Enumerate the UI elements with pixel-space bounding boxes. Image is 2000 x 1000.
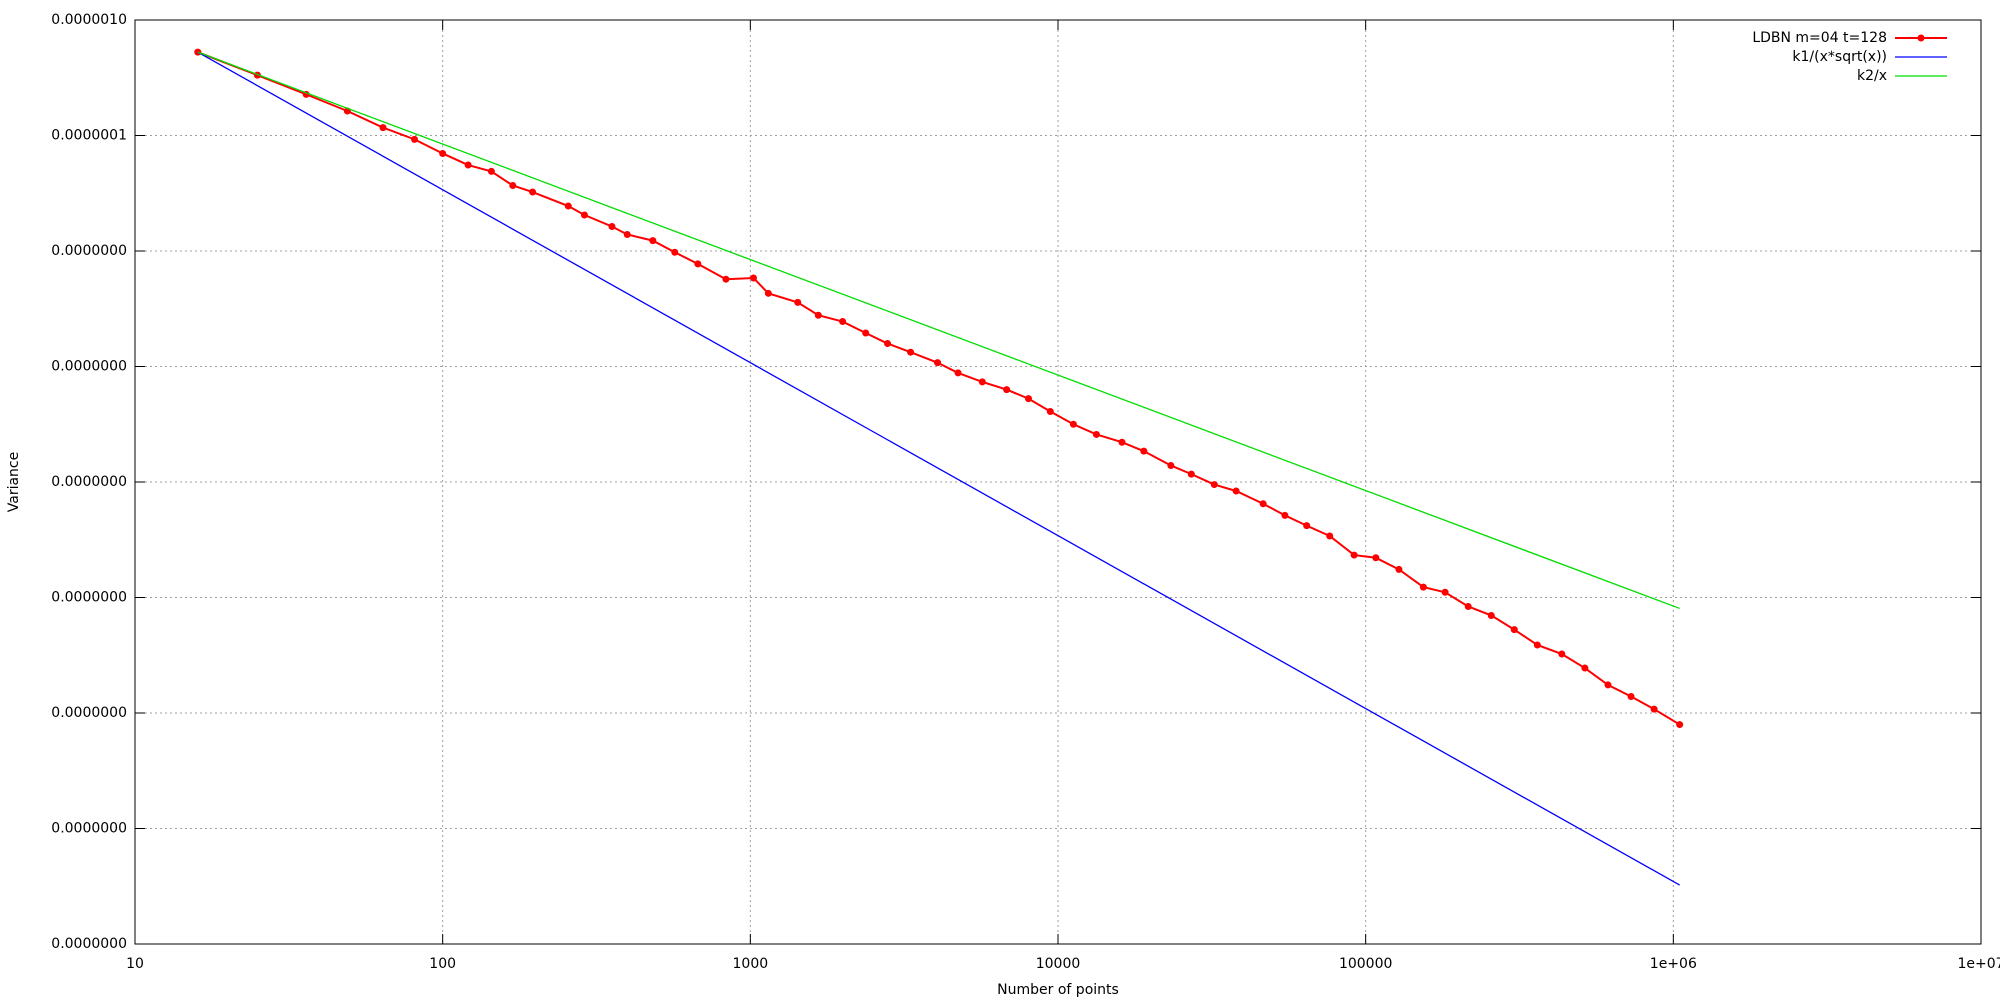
x-tick-label: 100000 xyxy=(1339,956,1392,972)
data-point xyxy=(623,230,631,238)
legend-label: LDBN m=04 t=128 xyxy=(1752,30,1887,46)
data-point xyxy=(934,359,942,367)
data-point xyxy=(694,260,702,268)
x-tick-label: 1e+06 xyxy=(1650,956,1697,972)
data-point xyxy=(1372,554,1380,562)
data-point xyxy=(1303,522,1311,530)
data-point xyxy=(1003,386,1011,394)
x-tick-label: 10 xyxy=(126,956,144,972)
data-point xyxy=(1167,461,1175,469)
data-point xyxy=(1281,511,1289,519)
y-tick-label: 0.0000000 xyxy=(51,590,127,606)
data-point xyxy=(1326,532,1334,540)
data-point xyxy=(794,298,802,306)
y-tick-label: 0.0000000 xyxy=(51,243,127,259)
data-point xyxy=(978,378,986,386)
data-point xyxy=(379,124,387,132)
data-point xyxy=(1210,481,1218,489)
x-axis-label: Number of points xyxy=(997,982,1119,998)
data-point xyxy=(1441,588,1449,596)
data-point xyxy=(509,182,517,190)
x-tick-label: 10000 xyxy=(1036,956,1081,972)
data-point xyxy=(580,211,588,219)
data-point xyxy=(1627,692,1635,700)
series-line xyxy=(197,51,1681,726)
data-point xyxy=(464,161,472,169)
data-point xyxy=(1395,565,1403,573)
data-point xyxy=(1024,395,1032,403)
data-point xyxy=(839,318,847,326)
data-point xyxy=(1604,681,1612,689)
data-point xyxy=(884,340,892,348)
data-point xyxy=(1187,470,1195,478)
data-point xyxy=(1259,500,1267,508)
data-point xyxy=(1140,447,1148,455)
data-point xyxy=(814,311,822,319)
data-point xyxy=(1676,721,1684,729)
data-point xyxy=(862,329,870,337)
series-line xyxy=(197,51,1680,610)
data-point xyxy=(1650,705,1658,713)
legend-label: k1/(x*sqrt(x)) xyxy=(1792,49,1887,65)
legend-marker xyxy=(1917,34,1925,42)
y-tick-label: 0.0000000 xyxy=(51,705,127,721)
series-line xyxy=(197,51,1680,886)
data-point xyxy=(649,237,657,245)
y-tick-label: 0.0000010 xyxy=(51,12,127,28)
data-point xyxy=(764,289,772,297)
data-point xyxy=(1581,664,1589,672)
y-tick-label: 0.0000000 xyxy=(51,359,127,375)
data-point xyxy=(1092,430,1100,438)
data-point xyxy=(439,149,447,157)
data-point xyxy=(529,188,537,196)
data-point xyxy=(1487,611,1495,619)
data-point xyxy=(1118,438,1126,446)
x-tick-label: 100 xyxy=(429,956,456,972)
data-point xyxy=(1419,583,1427,591)
data-point xyxy=(1464,602,1472,610)
data-point xyxy=(1232,487,1240,495)
y-tick-label: 0.0000001 xyxy=(51,128,127,144)
data-point xyxy=(1046,407,1054,415)
data-point xyxy=(1350,551,1358,559)
data-point xyxy=(671,248,679,256)
legend-label: k2/x xyxy=(1857,68,1887,84)
y-axis-label: Variance xyxy=(6,452,22,512)
data-point xyxy=(411,135,419,143)
data-point xyxy=(907,348,915,356)
data-point xyxy=(1533,641,1541,649)
data-point xyxy=(1510,626,1518,634)
y-tick-label: 0.0000000 xyxy=(51,474,127,490)
x-tick-label: 1000 xyxy=(733,956,769,972)
data-point xyxy=(564,202,572,210)
x-tick-label: 1e+07 xyxy=(1957,956,2000,972)
y-tick-label: 0.0000000 xyxy=(51,936,127,952)
data-point xyxy=(487,167,495,175)
data-point xyxy=(954,369,962,377)
data-point xyxy=(750,274,758,282)
data-point xyxy=(1069,420,1077,428)
y-tick-label: 0.0000000 xyxy=(51,821,127,837)
data-point xyxy=(722,275,730,283)
data-point xyxy=(1558,650,1566,658)
data-point xyxy=(608,222,616,230)
